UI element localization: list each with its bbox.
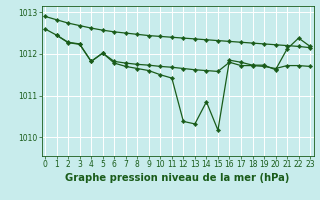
X-axis label: Graphe pression niveau de la mer (hPa): Graphe pression niveau de la mer (hPa) xyxy=(65,173,290,183)
